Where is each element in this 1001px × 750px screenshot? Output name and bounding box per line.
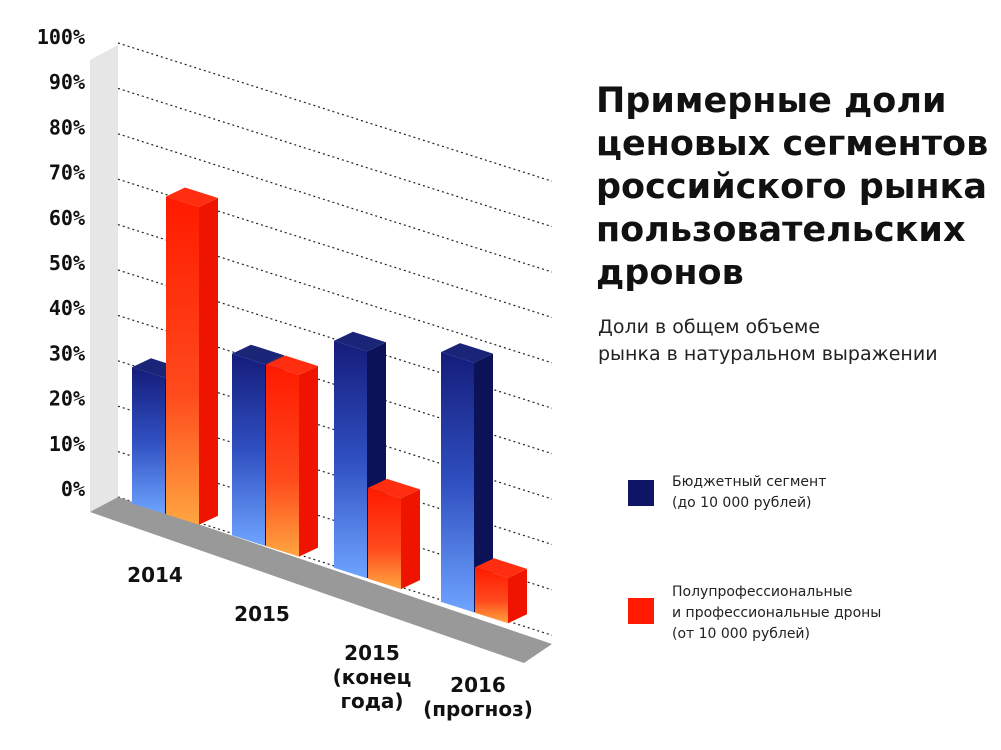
legend-line: (от 10 000 рублей)	[672, 626, 810, 642]
bar-pro-front	[266, 364, 299, 557]
x-category-label: 2015	[234, 602, 290, 626]
bar-pro-front	[368, 487, 401, 590]
x-category-label: 2015	[344, 641, 400, 665]
x-category-label: (прогноз)	[423, 697, 533, 721]
legend-line: Бюджетный сегмент	[672, 474, 827, 490]
bar-pro-side	[299, 366, 318, 557]
chart-floor-plane	[90, 497, 552, 663]
bar-pro-top	[368, 478, 420, 499]
x-category-label: года)	[341, 689, 404, 713]
y-tick-label: 80%	[49, 115, 85, 139]
y-tick-label: 20%	[49, 387, 85, 411]
y-axis-ticks: 0% 10% 20% 30% 40% 50% 60% 70% 80% 90% 100%	[37, 25, 85, 501]
bar-pro	[368, 478, 420, 590]
chart-title: Примерные доли ценовых сегментов российс…	[596, 81, 989, 293]
chart-floor	[90, 497, 552, 663]
y-tick-label: 30%	[49, 341, 85, 365]
y-tick-label: 40%	[49, 296, 85, 320]
x-category-label: 2016	[450, 673, 506, 697]
chart-side-wall	[90, 45, 118, 512]
bar-pro-front	[166, 196, 199, 525]
gridline	[117, 42, 553, 182]
legend-line: и профессиональные дроны	[672, 605, 882, 621]
bar-budget-top	[334, 331, 386, 352]
bar-pro-top	[166, 187, 218, 207]
bar-budget-front	[334, 340, 367, 579]
subtitle-line: рынка в натуральном выражении	[598, 343, 938, 365]
bar-budget-top	[441, 343, 493, 363]
chart-subtitle: Доли в общем объеме рынка в натуральном …	[598, 314, 988, 368]
bar-budget	[441, 343, 493, 613]
bar-pro-side	[508, 568, 527, 624]
bar-pro	[475, 558, 527, 624]
gridline	[117, 87, 553, 228]
bar-pro	[266, 355, 318, 557]
chart-bars	[132, 187, 527, 624]
x-category-label: 2014	[127, 563, 183, 587]
x-category-label: (конец	[333, 665, 412, 689]
legend-label-budget: Бюджетный сегмент (до 10 000 рублей)	[672, 472, 992, 514]
chart-wall	[90, 45, 118, 512]
bar-pro	[166, 187, 218, 525]
y-tick-label: 50%	[49, 251, 85, 275]
bar-budget-front	[132, 367, 165, 514]
y-tick-label: 90%	[49, 70, 85, 94]
bar-budget-side	[474, 353, 493, 613]
y-tick-label: 70%	[49, 161, 85, 185]
legend-label-pro: Полупрофессиональные и профессиональные …	[672, 582, 992, 645]
y-tick-label: 100%	[37, 25, 85, 49]
bar-budget-front	[232, 353, 265, 546]
bar-pro-front	[475, 567, 508, 624]
legend-line: Полупрофессиональные	[672, 584, 853, 600]
y-tick-label: 10%	[49, 432, 85, 456]
y-tick-label: 60%	[49, 206, 85, 230]
y-tick-label: 0%	[61, 477, 85, 501]
gridline	[117, 133, 553, 273]
bar-pro-top	[266, 355, 318, 376]
legend-line: (до 10 000 рублей)	[672, 495, 812, 511]
legend-swatch-pro	[628, 598, 654, 624]
bar-pro-top	[475, 558, 527, 578]
bar-budget-front	[441, 352, 474, 613]
legend-swatch-budget	[628, 480, 654, 506]
bar-pro-side	[401, 489, 420, 590]
subtitle-line: Доли в общем объеме	[598, 316, 821, 338]
bar-budget-top	[232, 344, 284, 365]
bar-pro-side	[199, 197, 218, 525]
